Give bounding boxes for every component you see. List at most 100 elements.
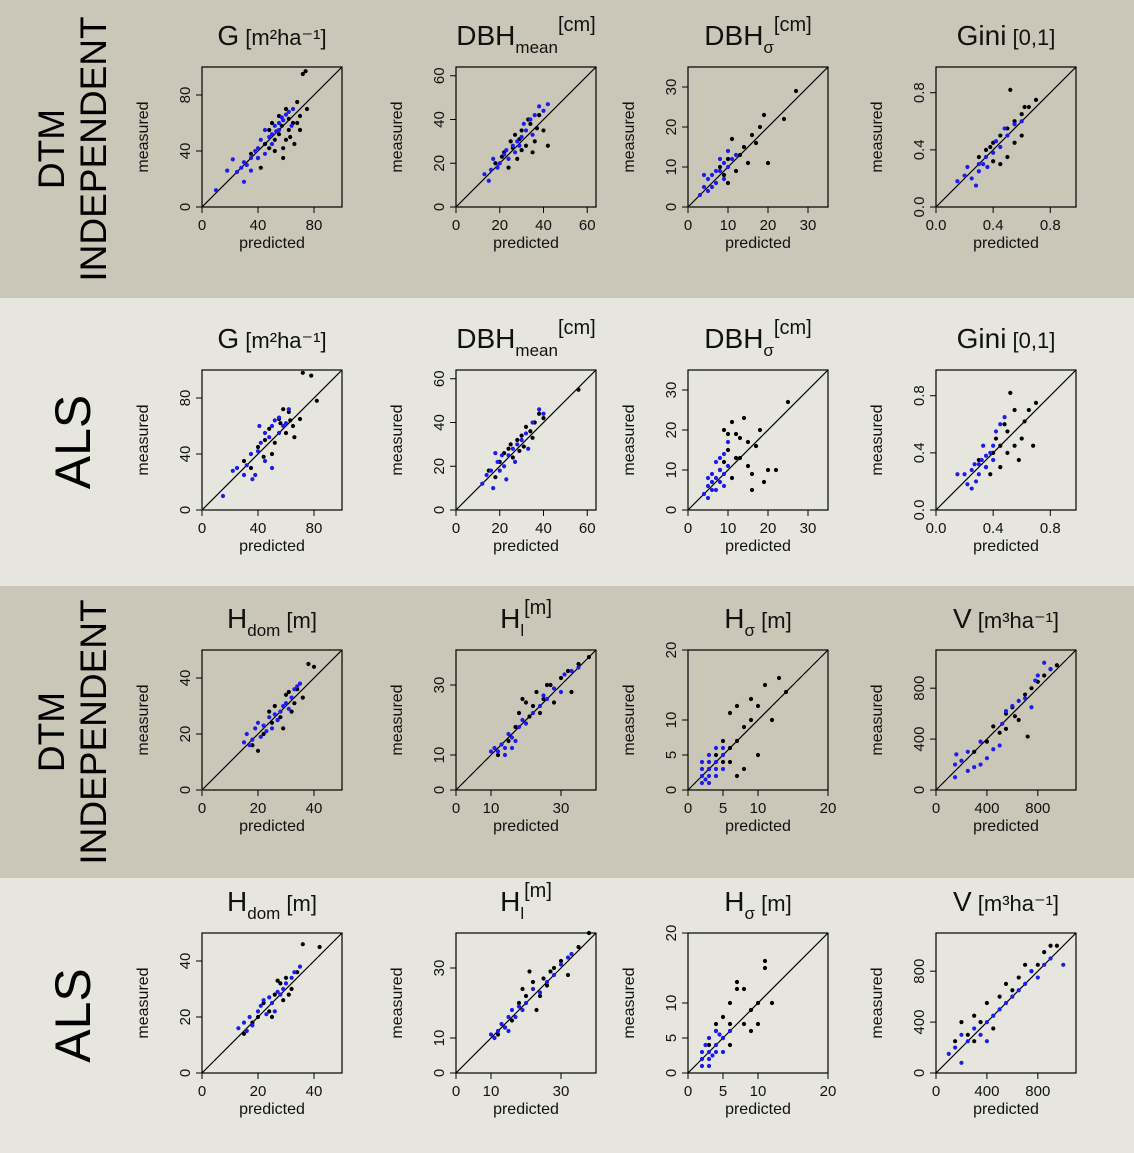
point-blue [725, 463, 731, 469]
point-black [741, 415, 747, 421]
reference-line [455, 66, 597, 208]
point-black [311, 664, 317, 669]
y-axis-label: measured [389, 684, 406, 755]
plot-frame [935, 649, 1077, 791]
point-blue [519, 134, 524, 140]
reference-line [935, 369, 1077, 511]
point-black [551, 700, 557, 705]
point-black [725, 447, 731, 453]
plot-frame [201, 932, 343, 1074]
y-tick-label: 60 [431, 370, 448, 387]
point-black [300, 71, 305, 77]
point-blue [1022, 696, 1028, 701]
point-black [1005, 429, 1010, 434]
x-axis-label: predicted [239, 1101, 305, 1118]
point-black [745, 463, 751, 469]
point-black [576, 661, 581, 667]
point-blue [969, 486, 974, 491]
panel-r1-c1: DBHmean[cm] 0 20 40 60 0 20 40 60 predicted measur… [389, 317, 597, 555]
y-tick-label: 10 [663, 462, 680, 479]
point-blue [276, 120, 282, 126]
point-black [267, 426, 272, 431]
point-blue [275, 717, 280, 723]
y-tick-label: 20 [663, 422, 680, 439]
point-black [272, 992, 277, 997]
point-blue [705, 176, 711, 182]
y-tick-label: 20 [431, 155, 448, 172]
x-tick-label: 40 [306, 1083, 323, 1100]
row-label-line: DTM [31, 109, 72, 189]
point-black [290, 423, 296, 429]
point-blue [506, 156, 511, 161]
x-tick-label: 40 [535, 217, 552, 234]
x-tick-label: 30 [800, 217, 817, 234]
point-blue [713, 745, 719, 751]
x-tick-label: 20 [491, 217, 508, 234]
point-blue [952, 775, 958, 780]
point-blue [1002, 126, 1007, 131]
title-main: G [217, 323, 239, 354]
x-tick-label: 20 [250, 800, 267, 817]
point-blue [699, 759, 705, 765]
point-black [734, 738, 740, 744]
point-black [783, 689, 789, 695]
point-blue [998, 144, 1003, 150]
y-tick-label: 0 [663, 786, 680, 794]
title-unit: [m²ha⁻¹] [239, 328, 326, 353]
x-tick-label: 0 [198, 217, 206, 234]
point-black [1033, 400, 1039, 405]
point-blue [258, 734, 263, 739]
point-blue [510, 446, 515, 451]
y-tick-label: 20 [663, 642, 680, 659]
x-tick-label: 20 [491, 520, 508, 537]
point-black [537, 710, 543, 716]
point-blue [983, 453, 989, 458]
y-axis-label: measured [135, 967, 152, 1038]
point-black [720, 738, 726, 744]
point-blue [530, 986, 536, 992]
point-blue [255, 449, 261, 454]
title-sub: mean [515, 38, 558, 57]
plot-frame [455, 66, 597, 208]
y-tick-label: 5 [663, 751, 680, 759]
point-black [523, 143, 529, 148]
point-black [762, 965, 768, 971]
point-black [1033, 97, 1039, 102]
y-tick-label: 0.0 [911, 197, 928, 218]
x-tick-label: 5 [719, 1083, 727, 1100]
point-blue [706, 1063, 712, 1069]
point-blue [725, 164, 731, 170]
point-blue [703, 777, 708, 782]
title-unit: [m] [755, 608, 792, 633]
point-blue [1022, 981, 1028, 987]
point-blue [713, 1049, 719, 1055]
point-blue [297, 681, 303, 686]
x-tick-label: 20 [820, 1083, 837, 1100]
x-tick-label: 0 [684, 520, 692, 537]
y-tick-label: 0 [177, 1069, 194, 1077]
point-blue [269, 132, 275, 137]
point-blue [733, 152, 739, 158]
row-band-2 [0, 586, 1134, 878]
point-black [523, 993, 529, 999]
point-blue [516, 1004, 522, 1009]
point-black [300, 942, 305, 947]
point-black [984, 739, 990, 744]
point-blue [537, 104, 542, 109]
title-main: H [500, 603, 520, 634]
point-black [748, 696, 754, 702]
x-tick-label: 0 [452, 1083, 460, 1100]
point-blue [488, 468, 494, 473]
point-blue [488, 1032, 494, 1037]
point-black [1005, 154, 1010, 160]
point-black [506, 446, 511, 451]
point-black [281, 146, 286, 151]
point-blue [267, 715, 272, 720]
point-blue [983, 154, 989, 160]
point-black [984, 1000, 990, 1006]
point-black [275, 978, 280, 983]
point-black [258, 165, 263, 170]
y-tick-label: 0.4 [911, 139, 928, 160]
point-black [289, 986, 294, 992]
point-blue [709, 471, 715, 477]
